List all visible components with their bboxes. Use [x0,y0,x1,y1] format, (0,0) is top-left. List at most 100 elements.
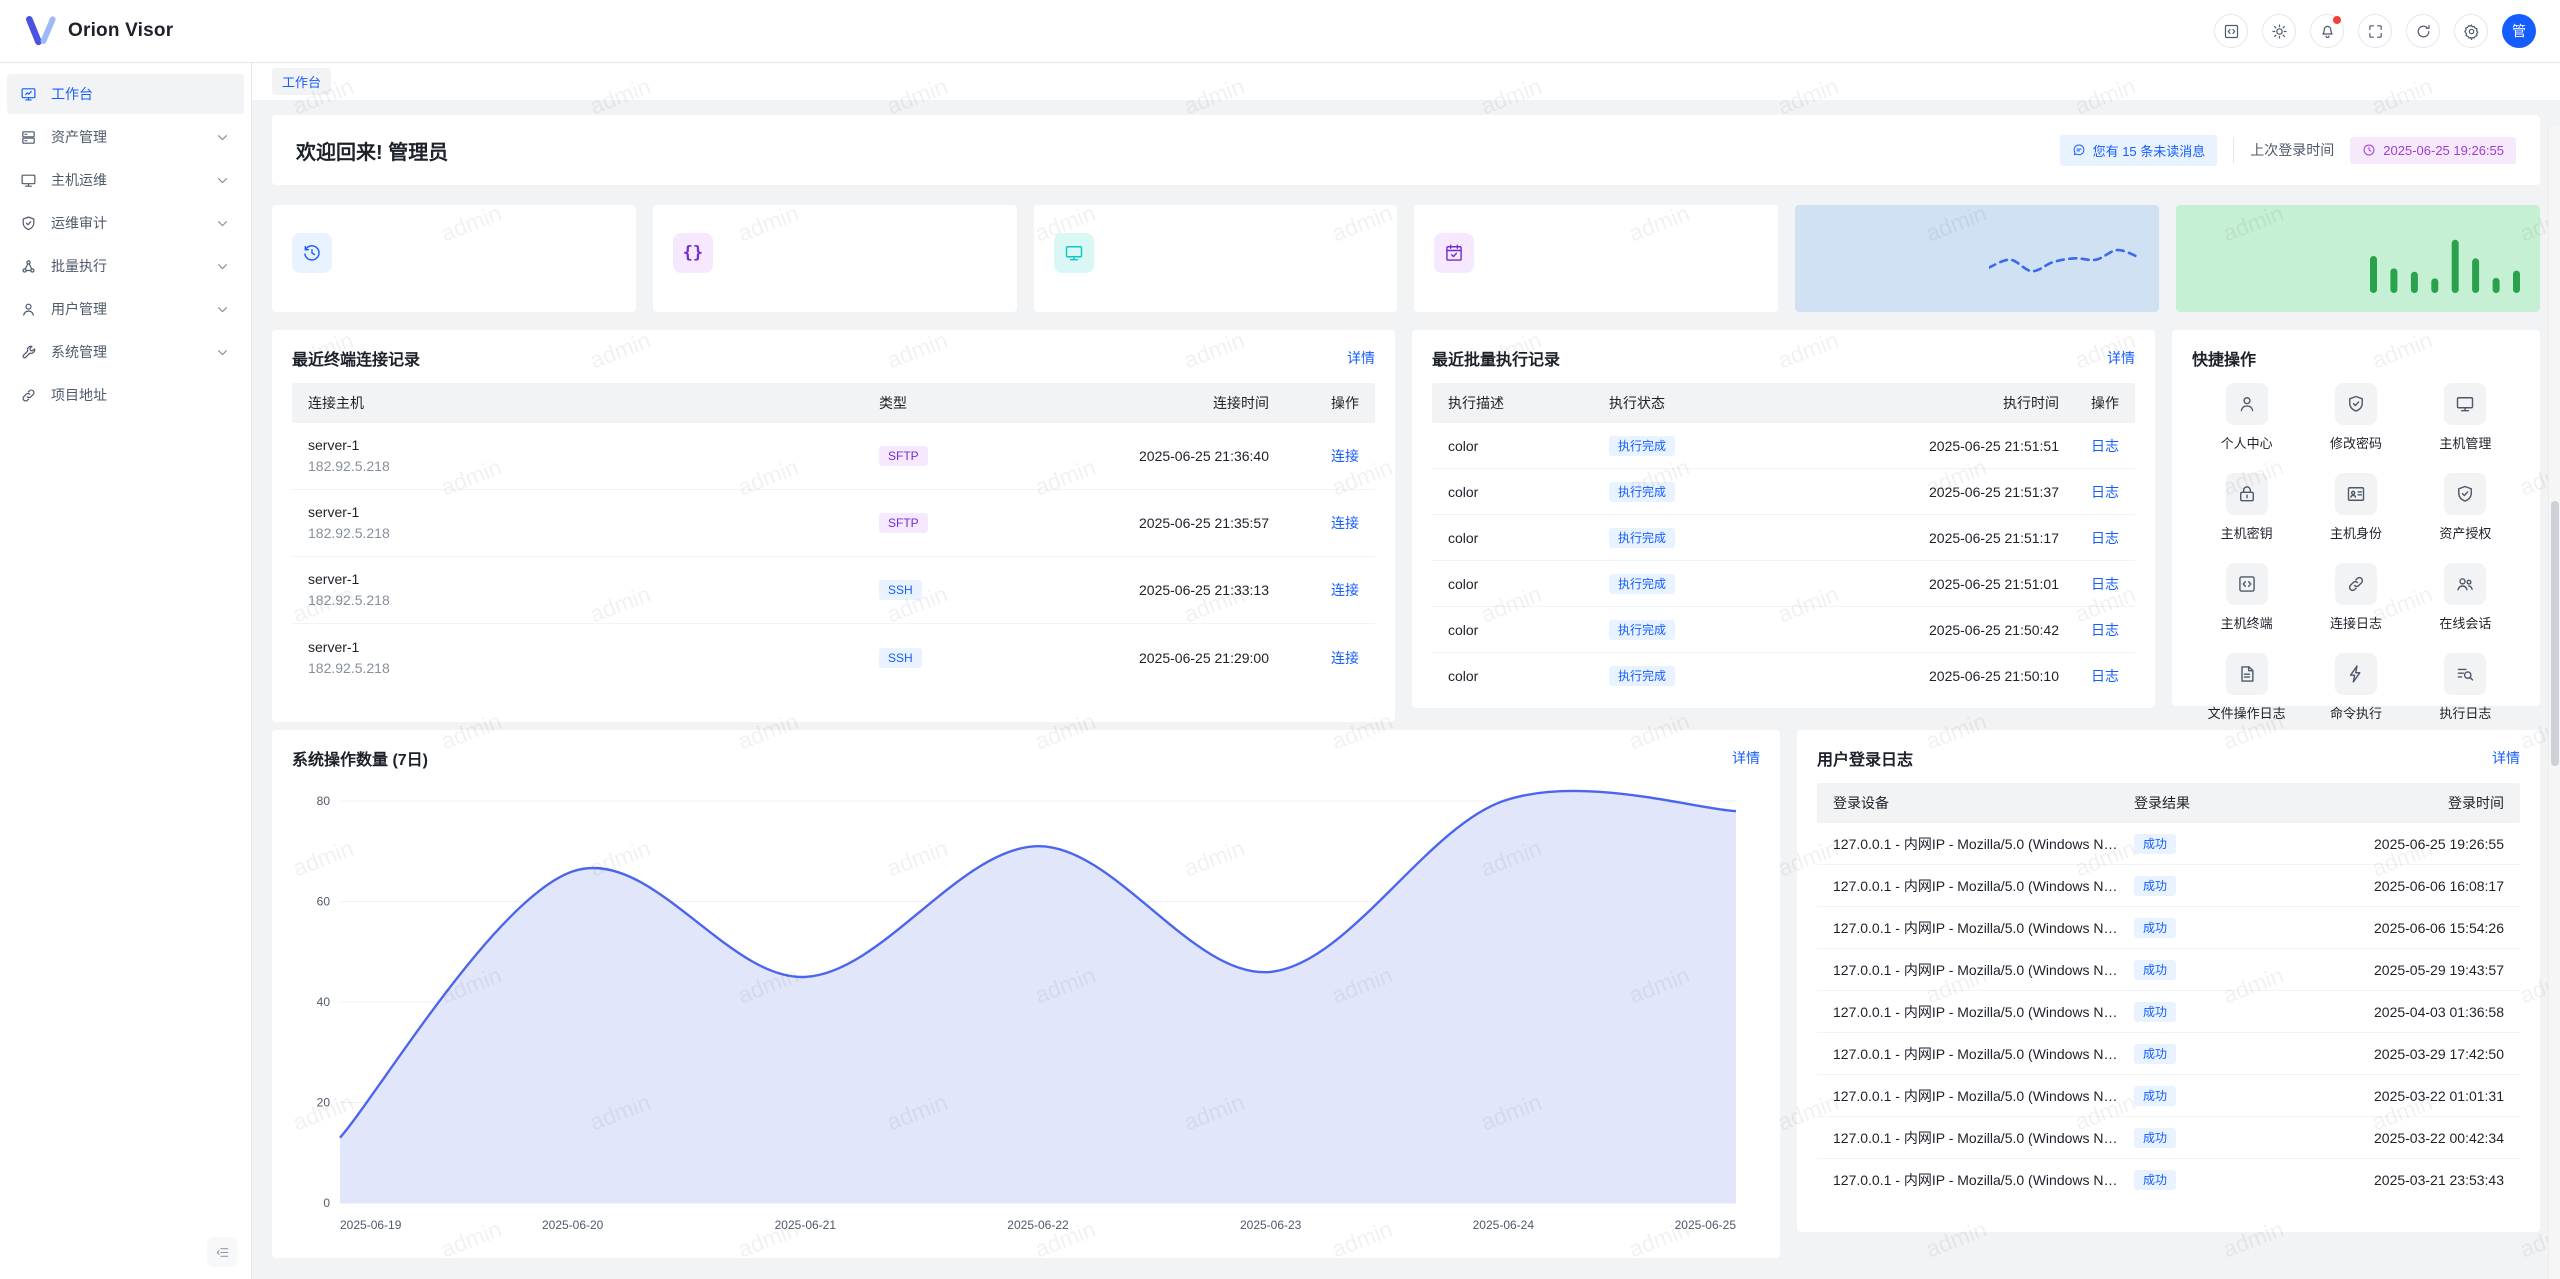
chevron-down-icon [214,301,231,318]
quick-op-shield[interactable]: 资产授权 [2411,473,2520,542]
sidebar-item-link[interactable]: 项目地址 [7,375,244,415]
sidebar-item-host[interactable]: 主机运维 [7,160,244,200]
quick-op-lightning[interactable]: 命令执行 [2301,653,2410,722]
quick-op-idcard[interactable]: 主机身份 [2301,473,2410,542]
quick-op-tile [2444,383,2486,425]
quick-op-label: 主机身份 [2330,523,2382,542]
table-header: 登录设备登录结果 登录时间 [1817,783,2520,823]
login-logs-title: 用户登录日志 [1817,746,1913,770]
quick-op-lock[interactable]: 主机密钥 [2192,473,2301,542]
settings-button[interactable] [2454,14,2488,48]
search-doc-icon [2455,664,2475,684]
scrollbar-thumb[interactable] [2551,501,2559,766]
theme-toggle-button[interactable] [2262,14,2296,48]
quick-op-label: 主机管理 [2439,433,2491,452]
host-name: server-1 [308,435,879,456]
stat-sparkline [1989,233,2139,291]
log-link[interactable]: 日志 [2091,438,2119,454]
sidebar-item-wrench[interactable]: 系统管理 [7,332,244,372]
quick-op-tile [2335,383,2377,425]
sidebar-item-assets[interactable]: 资产管理 [7,117,244,157]
last-login-label: 上次登录时间 [2250,140,2334,160]
stat-icon-tile [1054,233,1094,273]
refresh-button[interactable] [2406,14,2440,48]
unread-messages-badge[interactable]: 您有 15 条未读消息 [2060,135,2218,166]
sidebar-item-label: 用户管理 [51,299,200,319]
table-row: color 执行完成 2025-06-25 21:51:01 日志 [1432,561,2135,607]
connect-time: 2025-06-25 21:35:57 [999,515,1269,531]
sidebar-item-batch[interactable]: 批量执行 [7,246,244,286]
login-logs-panel: 用户登录日志 详情 登录设备登录结果 登录时间 127.0.0.1 - 内网IP… [1797,730,2540,1232]
terminal-records-panel: 最近终端连接记录 详情 连接主机类型 连接时间操作 server-1 182.9… [272,330,1395,722]
log-link[interactable]: 日志 [2091,530,2119,546]
log-link[interactable]: 日志 [2091,484,2119,500]
clock-icon [2362,143,2376,157]
login-device: 127.0.0.1 - 内网IP - Mozilla/5.0 (Windows … [1833,918,2134,938]
quick-op-link[interactable]: 连接日志 [2301,563,2410,632]
sidebar-item-user[interactable]: 用户管理 [7,289,244,329]
quick-op-users[interactable]: 在线会话 [2411,563,2520,632]
shield-icon [20,215,37,232]
quick-op-tile [2335,473,2377,515]
quick-op-label: 连接日志 [2330,613,2382,632]
last-login-time-badge: 2025-06-25 19:26:55 [2350,137,2516,164]
login-time: 2025-03-21 23:53:43 [2249,1172,2504,1188]
table-row: server-1 182.92.5.218 SFTP 2025-06-25 21… [292,423,1375,490]
login-time: 2025-06-06 15:54:26 [2249,920,2504,936]
user-avatar[interactable]: 管 [2502,14,2536,48]
table-row: 127.0.0.1 - 内网IP - Mozilla/5.0 (Windows … [1817,1033,2520,1075]
collapse-sidebar-button[interactable] [207,1237,237,1267]
app-logo[interactable]: Orion Visor [24,16,173,46]
svg-text:80: 80 [317,794,331,808]
system-ops-chart-panel: 系统操作数量 (7日) 详情 0204060802025-06-192025-0… [272,730,1780,1258]
log-link[interactable]: 日志 [2091,622,2119,638]
batch-records-detail-link[interactable]: 详情 [2107,348,2135,368]
quick-op-shield[interactable]: 修改密码 [2301,383,2410,452]
login-time: 2025-03-22 00:42:34 [2249,1130,2504,1146]
breadcrumb-item-workbench[interactable]: 工作台 [272,68,331,95]
connect-link[interactable]: 连接 [1331,582,1359,598]
fullscreen-button[interactable] [2358,14,2392,48]
top-header: Orion Visor 管 [0,0,2560,63]
batch-records-panel: 最近批量执行记录 详情 执行描述执行状态 执行时间操作 color 执行完成 2… [1412,330,2155,708]
sidebar-item-workbench[interactable]: 工作台 [7,74,244,114]
workbench-icon [20,86,37,103]
sidebar-item-shield[interactable]: 运维审计 [7,203,244,243]
connect-link[interactable]: 连接 [1331,448,1359,464]
log-link[interactable]: 日志 [2091,576,2119,592]
svg-text:2025-06-19: 2025-06-19 [340,1218,402,1232]
system-ops-detail-link[interactable]: 详情 [1732,748,1760,768]
code-toggle-button[interactable] [2214,14,2248,48]
status-badge: 成功 [2134,1002,2176,1022]
table-row: color 执行完成 2025-06-25 21:51:51 日志 [1432,423,2135,469]
quick-op-search-doc[interactable]: 执行日志 [2411,653,2520,722]
connect-link[interactable]: 连接 [1331,515,1359,531]
quick-op-file[interactable]: 文件操作日志 [2192,653,2301,722]
quick-op-monitor[interactable]: 主机管理 [2411,383,2520,452]
log-link[interactable]: 日志 [2091,668,2119,684]
collapse-icon [215,1245,230,1260]
system-ops-chart: 0204060802025-06-192025-06-202025-06-212… [292,783,1760,1245]
host-ip: 182.92.5.218 [308,456,879,477]
login-device: 127.0.0.1 - 内网IP - Mozilla/5.0 (Windows … [1833,1002,2134,1022]
exec-time: 2025-06-25 21:51:17 [1769,530,2059,546]
login-logs-detail-link[interactable]: 详情 [2492,748,2520,768]
notifications-button[interactable] [2310,14,2344,48]
login-device: 127.0.0.1 - 内网IP - Mozilla/5.0 (Windows … [1833,1170,2134,1190]
quick-op-user[interactable]: 个人中心 [2192,383,2301,452]
link-icon [20,387,37,404]
stat-card-3 [1414,205,1778,312]
login-device: 127.0.0.1 - 内网IP - Mozilla/5.0 (Windows … [1833,1044,2134,1064]
batch-icon [20,258,37,275]
code-square-icon [2223,23,2240,40]
quick-op-code-square[interactable]: 主机终端 [2192,563,2301,632]
connect-link[interactable]: 连接 [1331,650,1359,666]
user-icon [20,301,37,318]
table-row: server-1 182.92.5.218 SFTP 2025-06-25 21… [292,490,1375,557]
lightning-icon [2346,664,2366,684]
table-row: 127.0.0.1 - 内网IP - Mozilla/5.0 (Windows … [1817,907,2520,949]
table-header: 执行描述执行状态 执行时间操作 [1432,383,2135,423]
terminal-records-detail-link[interactable]: 详情 [1347,348,1375,368]
connect-time: 2025-06-25 21:29:00 [999,650,1269,666]
page-scrollbar[interactable] [2548,126,2560,1279]
